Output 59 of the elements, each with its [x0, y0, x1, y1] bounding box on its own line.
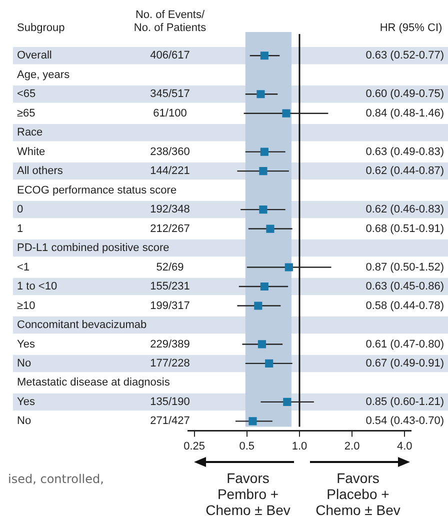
- annotation: 0.60 (0.49-0.75): [366, 88, 444, 100]
- y-tick-label: Overall: [17, 50, 52, 62]
- annotation: 0.85 (0.60-1.21): [366, 396, 444, 408]
- annotation: 0.62 (0.44-0.87): [366, 165, 444, 178]
- annotation: 0.61 (0.47-0.80): [366, 338, 444, 350]
- annotation: 177/228: [150, 357, 190, 370]
- annotation: 199/317: [150, 300, 190, 312]
- y-tick-label: 0: [17, 204, 24, 216]
- y-tick-label: ECOG performance status score: [17, 184, 177, 196]
- annotation: 229/389: [150, 338, 190, 350]
- annotation: 212/267: [150, 222, 190, 235]
- y-tick-label: Yes: [17, 338, 36, 350]
- annotation: 144/221: [150, 165, 190, 178]
- annotation: 0.62 (0.46-0.83): [366, 204, 444, 216]
- y-tick-label: Metastatic disease at diagnosis: [17, 376, 170, 389]
- annotation: 406/617: [150, 50, 190, 62]
- text: 61/100: [153, 107, 187, 120]
- annotation: 238/360: [150, 146, 190, 158]
- annotation: HR (95% CI): [380, 22, 442, 34]
- y-tick-label: No: [17, 357, 32, 370]
- y-tick-label: <65: [17, 88, 36, 100]
- annotation: 0.67 (0.49-0.91): [366, 357, 444, 370]
- annotation: 0.54 (0.43-0.70): [366, 415, 444, 428]
- annotation: 271/427: [150, 415, 190, 428]
- annotation: No. of Events/ No. of Patients: [134, 9, 207, 34]
- annotation: 345/517: [150, 88, 190, 100]
- y-tick-label: No: [17, 415, 32, 428]
- text: 52/69: [156, 261, 184, 274]
- text: ised, controlled,: [8, 472, 104, 486]
- text: Favors Placebo + Chemo ± Bev: [314, 470, 402, 518]
- x-tick-label: 0.25: [184, 440, 206, 452]
- x-tick-label: 1.0: [292, 440, 308, 452]
- annotation: 192/348: [150, 204, 190, 216]
- annotation: 0.58 (0.44-0.78): [366, 300, 444, 312]
- y-tick-label: Concomitant bevacizumab: [17, 319, 147, 332]
- y-tick-label: Yes: [17, 396, 36, 408]
- y-tick-label: PD-L1 combined positive score: [17, 242, 170, 254]
- y-tick-label: All others: [17, 165, 64, 178]
- y-tick-label: ≥65: [17, 107, 36, 120]
- annotation: 0.63 (0.49-0.83): [366, 146, 444, 158]
- x-tick-label: 2.0: [344, 440, 360, 452]
- y-tick-label: ≥10: [17, 300, 36, 312]
- x-tick-label: 0.5: [239, 440, 255, 452]
- annotation: 0.68 (0.51-0.91): [366, 222, 444, 235]
- annotation: 0.84 (0.48-1.46): [366, 107, 444, 120]
- annotation: 135/190: [150, 396, 190, 408]
- y-tick-label: <1: [17, 261, 30, 274]
- y-tick-label: 1: [17, 222, 24, 235]
- x-tick-label: 4.0: [396, 440, 412, 452]
- annotation: 155/231: [150, 280, 190, 293]
- annotation: 0.87 (0.50-1.52): [366, 261, 444, 274]
- y-tick-label: Age, years: [17, 68, 70, 81]
- annotation: 0.63 (0.52-0.77): [366, 50, 444, 62]
- y-tick-label: Race: [17, 126, 43, 139]
- annotation: 0.63 (0.45-0.86): [366, 280, 444, 293]
- text: Favors Pembro + Chemo ± Bev: [204, 470, 292, 518]
- y-tick-label: White: [17, 146, 46, 158]
- y-tick-label: 1 to <10: [17, 280, 58, 293]
- y-axis-title: Subgroup: [17, 22, 65, 34]
